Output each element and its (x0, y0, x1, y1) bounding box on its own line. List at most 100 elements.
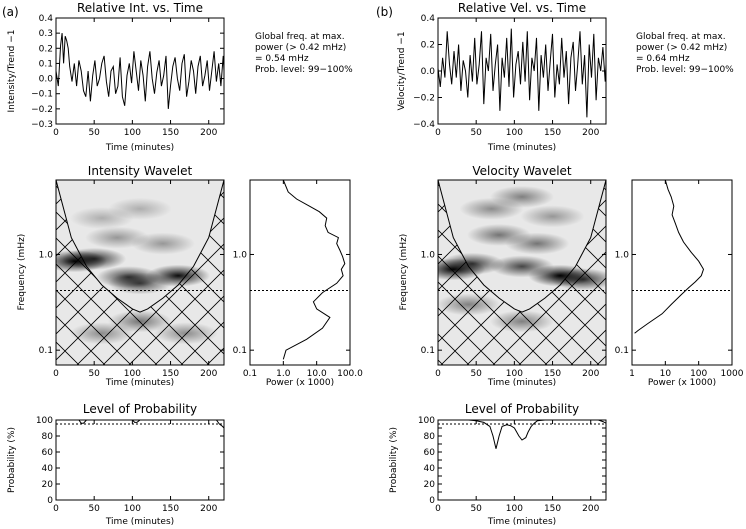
x-tick-label: 0 (435, 504, 441, 514)
b-power-chart: 1 10 100 1000 0.1 1.0 Power (x 1000) (615, 179, 744, 388)
x-tick-label: 50 (88, 369, 100, 379)
probability-line (56, 419, 225, 429)
b-wavelet-chart: Velocity Wavelet Time (minutes) Frequenc… (399, 164, 607, 388)
y-tick-label: 100 (418, 416, 435, 426)
annotation-line-4: Prob. level: 99−100% (636, 65, 734, 75)
y-tick-label: 0 (429, 496, 435, 506)
x-tick-label: 100 (124, 369, 141, 379)
y-tick-label: 0.2 (421, 41, 435, 51)
x-tick-label: 200 (582, 128, 599, 138)
x-axis-label: Time (minutes) (105, 143, 174, 153)
a-wavelet-chart: Intensity Wavelet Time (minutes) Frequen… (17, 164, 225, 388)
y-tick-label: 60 (42, 448, 54, 458)
y-tick-label: 0.1 (39, 59, 53, 69)
chart-title: Relative Vel. vs. Time (458, 1, 586, 15)
annotation-line-4: Prob. level: 99−100% (255, 65, 353, 75)
annotation-line-1: Global freq. at max. (636, 32, 726, 42)
x-tick-label: 150 (162, 504, 179, 514)
y-tick-label: 40 (42, 464, 54, 474)
annotation-line-2: power (> 0.42 mHz) (636, 43, 727, 53)
series-line (55, 33, 225, 109)
chart-title: Relative Int. vs. Time (77, 1, 203, 15)
cone-of-influence-hatch (56, 180, 224, 365)
y-tick-label: 80 (42, 432, 54, 442)
y-tick-label: 40 (424, 464, 436, 474)
y-tick-label: −0.1 (31, 90, 53, 100)
x-tick-label: 150 (544, 128, 561, 138)
wavelet-power-blob (490, 185, 554, 208)
y-tick-label: 0.1 (233, 346, 247, 356)
y-tick-label: 0 (47, 496, 53, 506)
wavelet-power-blob (520, 205, 585, 228)
y-tick-label: 0.1 (421, 346, 435, 356)
plot-frame (55, 17, 225, 125)
x-tick-label: 100 (690, 369, 707, 379)
annotation: Global freq. at max. power (> 0.42 mHz) … (636, 32, 734, 75)
x-tick-label: 150 (544, 504, 561, 514)
wavelet-power-blob (69, 207, 134, 230)
chart-title: Intensity Wavelet (88, 164, 193, 178)
x-tick-label: 50 (88, 504, 100, 514)
x-tick-label: 1 (629, 369, 635, 379)
y-tick-label: 0.4 (421, 14, 436, 24)
x-tick-label: 200 (200, 128, 217, 138)
x-axis-label: Time (minutes) (487, 517, 556, 527)
y-axis-label: Velocity/Trend −1 (397, 31, 407, 110)
x-tick-label: 200 (200, 504, 217, 514)
x-tick-label: 100 (506, 369, 523, 379)
x-tick-label: 100 (506, 504, 523, 514)
a-prob-chart: Level of Probability 0 50 100 150 200 0 20 40 60… (7, 402, 225, 527)
annotation: Global freq. at max. power (> 0.42 mHz) … (255, 32, 353, 75)
y-tick-label: 0.1 (39, 346, 53, 356)
x-tick-label: 50 (470, 369, 482, 379)
annotation-line-2: power (> 0.42 mHz) (255, 43, 346, 53)
x-tick-label: 0 (53, 504, 59, 514)
a-power-chart: 0.1 1.0 10.0 100.0 0.1 1.0 Power (x 1000) (233, 179, 363, 388)
power-spectrum-line (634, 179, 705, 334)
power-spectrum-line (282, 179, 346, 360)
y-tick-label: 60 (424, 448, 436, 458)
cone-of-influence-hatch (438, 180, 606, 365)
y-tick-label: −0.2 (31, 105, 53, 115)
x-tick-label: 50 (470, 504, 482, 514)
y-axis-label: Frequency (mHz) (399, 234, 409, 311)
x-axis-label: Time (minutes) (105, 378, 174, 388)
y-tick-label: 0.0 (39, 75, 54, 85)
y-tick-label: 0.2 (39, 44, 53, 54)
y-tick-label: 1.0 (615, 250, 630, 260)
x-axis-label: Power (x 1000) (648, 378, 716, 388)
x-tick-label: 10 (660, 369, 672, 379)
x-tick-label: 0 (53, 369, 59, 379)
wavelet-power-blob (505, 232, 570, 255)
x-tick-label: 0 (53, 128, 59, 138)
plot-frame (437, 419, 607, 501)
y-tick-label: 0.4 (39, 14, 54, 24)
x-tick-label: 1000 (721, 369, 744, 379)
chart-title: Level of Probability (465, 402, 579, 416)
x-tick-label: 0.1 (243, 369, 257, 379)
chart-title: Level of Probability (83, 402, 197, 416)
y-axis-label: Frequency (mHz) (17, 234, 27, 311)
axis-ticks: 0 50 100 150 200 0.1 1.0 (421, 180, 606, 379)
x-tick-label: 10.0 (307, 369, 327, 379)
cone-of-influence-curve (438, 180, 606, 313)
y-tick-label: 0.0 (421, 67, 436, 77)
x-axis-label: Time (minutes) (487, 378, 556, 388)
annotation-line-3: = 0.64 mHz (636, 54, 690, 64)
y-tick-label: 20 (424, 480, 436, 490)
x-tick-label: 100 (124, 128, 141, 138)
plot-frame (437, 17, 607, 125)
x-tick-label: 150 (544, 369, 561, 379)
x-tick-label: 50 (88, 128, 100, 138)
x-axis-label: Power (x 1000) (266, 378, 334, 388)
x-tick-label: 100.0 (337, 369, 363, 379)
plot-frame (249, 179, 351, 366)
x-tick-label: 200 (582, 504, 599, 514)
b-prob-chart: Level of Probability 0 50 100 150 200 0 20 40 60… (389, 402, 607, 527)
y-tick-label: −0.3 (31, 120, 53, 130)
y-axis-label: Probability (%) (389, 427, 399, 493)
x-tick-label: 100 (506, 128, 523, 138)
x-tick-label: 150 (162, 369, 179, 379)
x-axis-label: Time (minutes) (105, 517, 174, 527)
wavelet-power-blob (108, 272, 172, 295)
